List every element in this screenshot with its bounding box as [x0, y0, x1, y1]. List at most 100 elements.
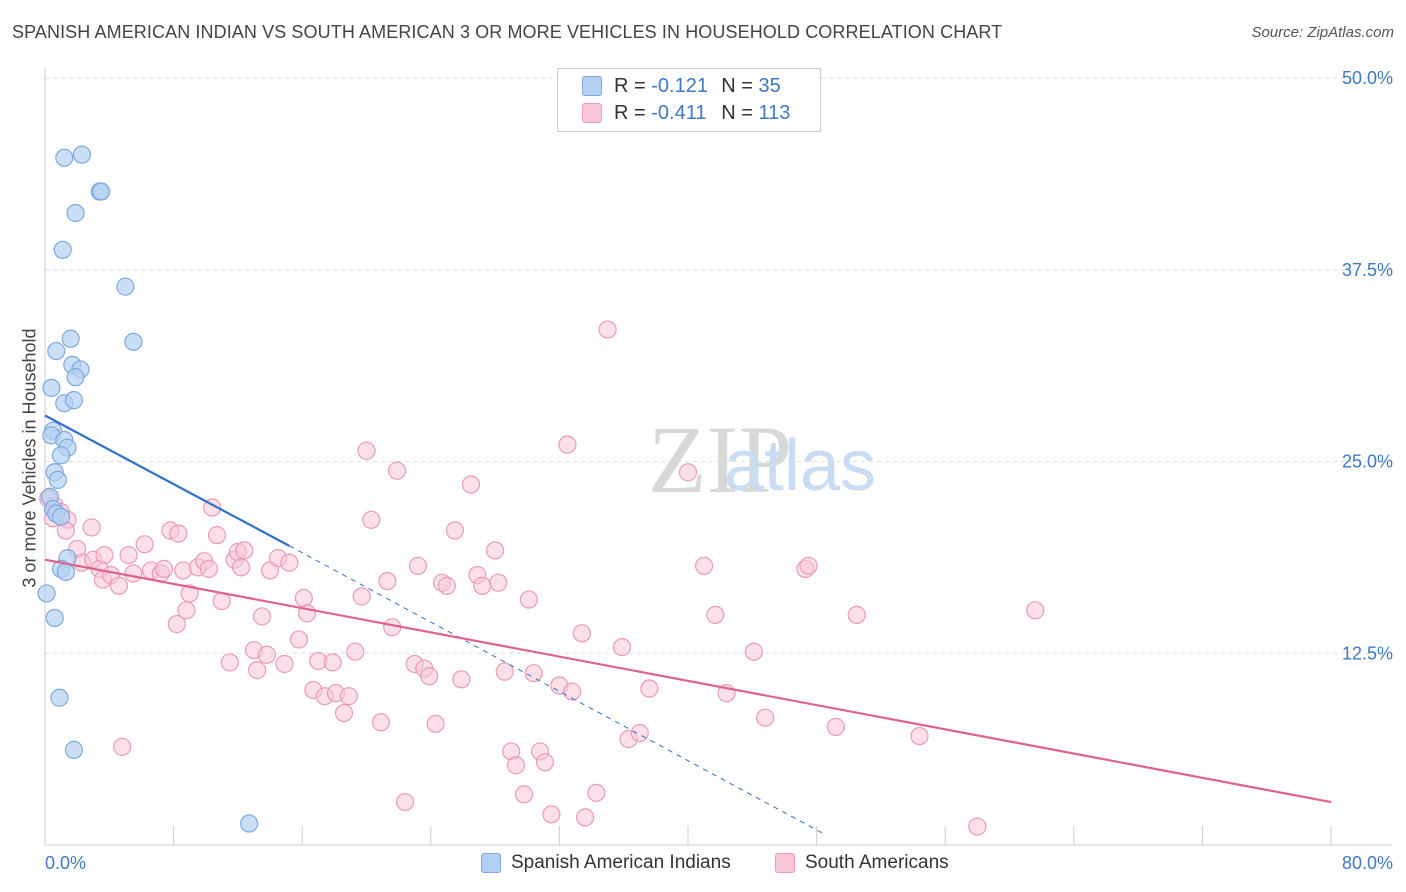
south-american-point-84 [524, 664, 543, 683]
south-american-point-40 [252, 607, 272, 626]
south-american-point-76 [473, 576, 492, 595]
south-american-point-41 [257, 645, 276, 664]
south-american-point-36 [232, 558, 251, 577]
bottom-legend-swatch-pink [775, 853, 795, 873]
south-american-point-66 [408, 556, 428, 575]
south-american-point-20 [154, 559, 174, 578]
south-american-point-33 [220, 653, 239, 672]
spanish-american-indian-point-8 [61, 329, 80, 348]
south-american-point-29 [199, 559, 219, 578]
blue-trend-line [44, 414, 290, 547]
legend-row-blue: R = -0.121 N = 35 [582, 74, 781, 98]
south-american-point-60 [371, 713, 391, 732]
legend-n-value: 113 [758, 101, 791, 124]
watermark-zip: ZIP [648, 406, 792, 513]
x-tick-label-0: 0.0% [45, 853, 86, 873]
south-american-point-95 [612, 638, 632, 657]
legend-n-value: 35 [758, 74, 781, 97]
y-tick-label-0: 12.5% [1342, 643, 1393, 663]
south-american-point-77 [486, 541, 505, 560]
y-tick-label-1: 25.0% [1342, 452, 1393, 472]
legend-r-label: R = [614, 74, 646, 97]
south-american-point-46 [289, 630, 309, 649]
pink-trend-line [44, 558, 1332, 804]
spanish-american-indian-point-32 [50, 688, 69, 707]
south-american-point-108 [847, 605, 866, 625]
south-american-point-14 [95, 545, 114, 565]
south-american-point-81 [506, 756, 526, 775]
south-american-point-111 [1026, 601, 1045, 620]
south-american-point-54 [334, 703, 354, 723]
spanish-american-indian-point-30 [37, 584, 56, 603]
legend-swatch-pink [582, 103, 602, 123]
south-american-point-86 [535, 753, 555, 772]
y-tick-label-3: 50.0% [1342, 68, 1393, 88]
south-american-point-25 [177, 601, 196, 620]
chart-title: SPANISH AMERICAN INDIAN VS SOUTH AMERICA… [12, 22, 1003, 42]
south-american-point-63 [387, 461, 407, 480]
south-american-point-17 [135, 535, 154, 554]
south-american-point-68 [420, 667, 439, 686]
spanish-american-indian-point-12 [66, 368, 85, 387]
spanish-american-indian-point-26 [51, 507, 71, 526]
south-american-point-52 [323, 653, 342, 672]
legend-n-label: N = [721, 101, 753, 124]
south-american-point-61 [378, 572, 397, 591]
axes [44, 68, 1392, 846]
south-american-point-59 [362, 510, 381, 529]
spanish-american-indian-point-20 [51, 446, 71, 465]
spanish-american-indian-point-13 [42, 378, 61, 397]
legend-r-value: -0.121 [651, 74, 708, 97]
south-american-point-22 [169, 524, 188, 543]
spanish-american-indian-point-4 [66, 203, 85, 223]
spanish-american-indian-point-29 [56, 562, 75, 582]
spanish-american-indian-point-15 [64, 391, 84, 410]
spanish-american-indian-point-7 [124, 332, 143, 351]
y-tick-label-2: 37.5% [1342, 260, 1393, 280]
south-american-point-110 [968, 817, 987, 836]
south-american-point-56 [346, 642, 365, 661]
spanish-american-indian-point-0 [55, 148, 74, 167]
south-american-point-37 [235, 541, 254, 560]
south-american-point-107 [826, 717, 845, 736]
south-american-point-98 [640, 679, 659, 698]
spanish-american-indian-point-31 [45, 608, 64, 628]
south-american-point-12 [109, 576, 129, 595]
trend-lines [44, 414, 1332, 835]
bottom-legend-label-pink: South Americans [805, 852, 949, 873]
south-americans-points [39, 320, 1045, 836]
south-american-point-89 [558, 435, 577, 454]
bottom-legend-blue: Spanish American Indians [481, 852, 731, 874]
south-american-point-16 [124, 564, 143, 583]
spanish-american-indian-point-22 [48, 470, 67, 490]
spanish-american-indians-points [37, 145, 259, 833]
south-american-point-79 [495, 662, 514, 681]
south-american-point-100 [694, 556, 714, 575]
south-american-point-106 [799, 556, 818, 575]
spanish-american-indian-point-33 [64, 740, 84, 759]
spanish-american-indian-point-34 [240, 814, 259, 833]
spanish-american-indian-point-6 [116, 277, 135, 296]
legend-swatch-blue [582, 76, 602, 96]
south-american-point-69 [426, 714, 445, 733]
south-american-point-73 [452, 670, 471, 689]
correlation-legend: R = -0.121 N = 35 R = -0.411 N = 113 [557, 68, 821, 132]
south-american-point-78 [489, 573, 508, 592]
south-american-point-24 [167, 615, 186, 634]
south-american-point-13 [82, 518, 101, 537]
bottom-legend-pink: South Americans [775, 852, 949, 874]
south-american-point-57 [352, 587, 371, 606]
tick-labels: 12.5% 25.0% 37.5% 50.0% 0.0% 80.0% [45, 68, 1393, 873]
legend-r-value: -0.411 [651, 101, 707, 124]
south-american-point-97 [630, 723, 649, 743]
bottom-legend-label-blue: Spanish American Indians [511, 852, 731, 873]
legend-row-pink: R = -0.411 N = 113 [582, 101, 790, 125]
bottom-legend-swatch-blue [481, 853, 501, 873]
spanish-american-indian-point-3 [92, 182, 111, 201]
south-american-point-39 [248, 661, 267, 680]
spanish-american-indian-point-5 [53, 240, 72, 259]
south-american-point-45 [280, 553, 299, 572]
south-american-point-82 [514, 785, 534, 804]
south-american-point-101 [706, 605, 725, 625]
